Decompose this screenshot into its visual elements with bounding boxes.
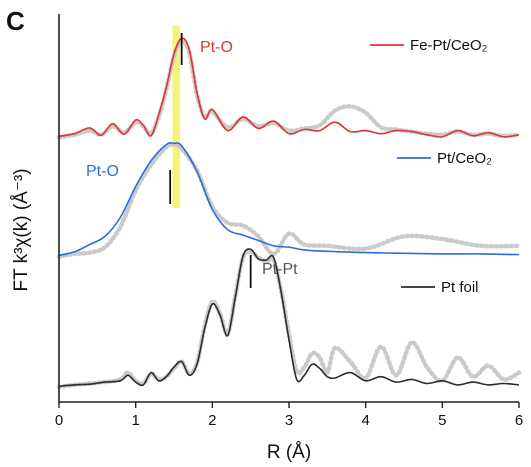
axes-frame <box>58 14 519 403</box>
x-tick-label: 0 <box>55 412 63 429</box>
x-axis-ticks: 0 1 2 3 4 5 6 <box>55 402 523 429</box>
legend: Fe-Pt/CeO₂ Pt/CeO₂ Pt foil <box>370 37 492 296</box>
x-tick-label: 3 <box>285 412 293 429</box>
pt-foil-data-curve <box>58 248 520 388</box>
fe-pt-ceo2-peak-annotation: Pt-O <box>200 39 233 56</box>
pt-foil-peak-annotation: Pt-Pt <box>262 261 298 278</box>
pt-ceo2-legend-label: Pt/CeO₂ <box>437 150 492 167</box>
fe-pt-ceo2-data-curve <box>58 37 520 138</box>
x-tick-label: 1 <box>131 412 139 429</box>
x-axis-label: R (Å) <box>267 442 311 463</box>
pt-ceo2-data-curve <box>58 141 520 257</box>
pt-ceo2-fit-curve <box>56 142 522 259</box>
pt-foil-legend-label: Pt foil <box>441 279 479 296</box>
x-tick-label: 4 <box>361 412 369 429</box>
highlight-band <box>172 26 181 208</box>
panel-label: C <box>6 6 25 36</box>
x-tick-label: 5 <box>438 412 446 429</box>
x-tick-label: 2 <box>208 412 216 429</box>
x-tick-label: 6 <box>515 412 523 429</box>
fe-pt-ceo2-fit-curve <box>56 39 522 140</box>
fe-pt-ceo2-legend-label: Fe-Pt/CeO₂ <box>410 37 488 54</box>
pt-ceo2-peak-annotation: Pt-O <box>86 163 119 180</box>
plot-area: Pt-O Pt-O Pt-Pt <box>56 26 522 390</box>
y-axis-label: FT k³χ(k) (Å⁻³) <box>11 168 32 291</box>
